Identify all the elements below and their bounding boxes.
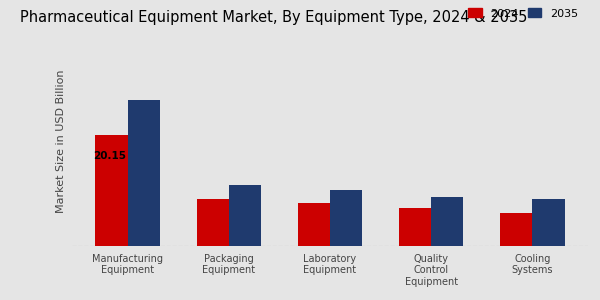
Bar	[330, 190, 362, 246]
Bar	[229, 185, 261, 246]
Bar	[431, 197, 463, 246]
Bar	[399, 208, 431, 246]
Bar	[500, 213, 532, 246]
Bar	[95, 135, 128, 246]
Text: Pharmaceutical Equipment Market, By Equipment Type, 2024 & 2035: Pharmaceutical Equipment Market, By Equi…	[20, 10, 528, 25]
Y-axis label: Market Size in USD Billion: Market Size in USD Billion	[56, 69, 67, 213]
Legend: 2024, 2035: 2024, 2035	[464, 4, 583, 23]
Bar	[298, 203, 330, 246]
Text: 20.15: 20.15	[93, 151, 126, 161]
Bar	[532, 199, 565, 246]
Bar	[128, 100, 160, 246]
Bar	[197, 199, 229, 246]
